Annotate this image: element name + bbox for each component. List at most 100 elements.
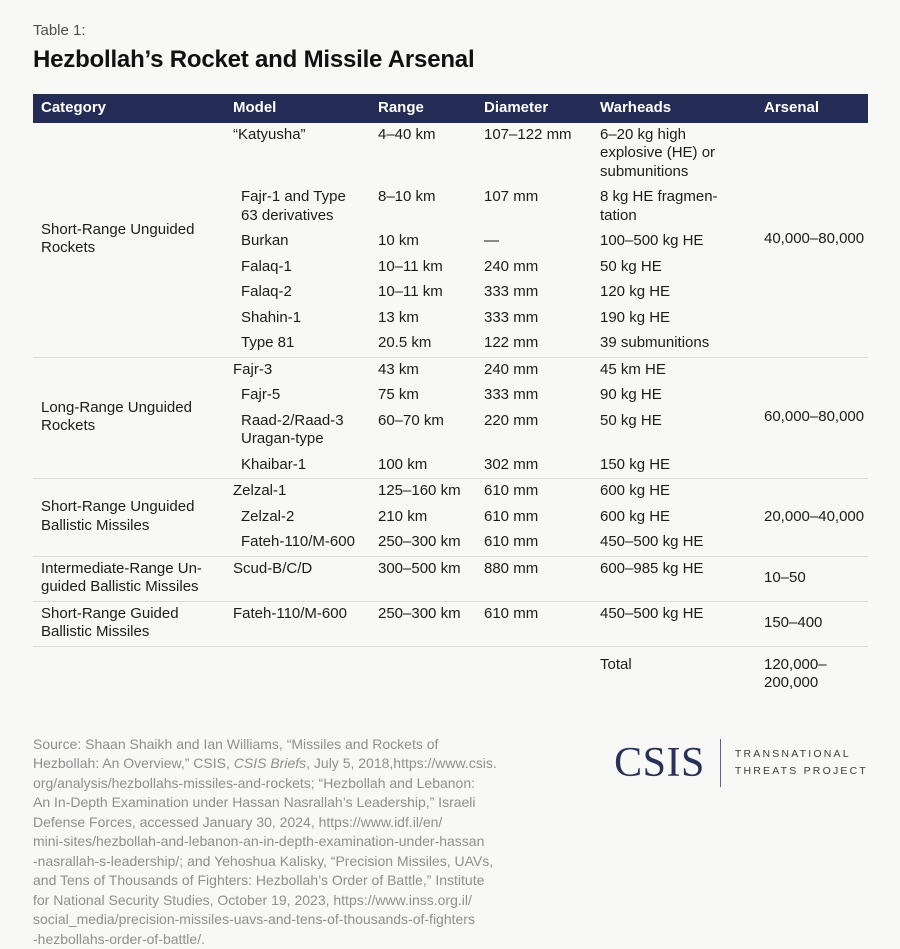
warheads-cell: 39 submunitions	[600, 331, 764, 357]
diameter-cell: 610 mm	[484, 601, 600, 646]
diameter-cell: 333 mm	[484, 383, 600, 409]
column-header-warheads: Warheads	[600, 94, 764, 123]
diameter-cell: 240 mm	[484, 357, 600, 383]
warheads-cell: 600 kg HE	[600, 505, 764, 531]
source-note: Source: Shaan Shaikh and Ian Williams, “…	[33, 735, 553, 949]
diameter-cell: 220 mm	[484, 409, 600, 453]
warheads-cell: 100–500 kg HE	[600, 229, 764, 255]
category-cell: Short-Range Unguided Ballistic Missiles	[33, 479, 233, 557]
model-cell: Fateh-110/M-600	[233, 530, 378, 556]
arsenal-cell: 20,000–40,000	[764, 479, 868, 557]
page-title: Hezbollah’s Rocket and Missile Arsenal	[33, 46, 868, 74]
range-cell: 10 km	[378, 229, 484, 255]
warheads-cell: 90 kg HE	[600, 383, 764, 409]
diameter-cell: 107–122 mm	[484, 123, 600, 186]
column-header-model: Model	[233, 94, 378, 123]
range-cell: 100 km	[378, 453, 484, 479]
model-cell: Falaq-2	[233, 280, 378, 306]
warheads-cell: 600 kg HE	[600, 479, 764, 505]
diameter-cell: —	[484, 229, 600, 255]
model-cell: Falaq-1	[233, 255, 378, 281]
model-cell: Zelzal-2	[233, 505, 378, 531]
category-cell: Short-Range Guided Ballistic Missiles	[33, 601, 233, 646]
source-italic-segment: CSIS Briefs	[234, 755, 306, 771]
model-cell: Type 81	[233, 331, 378, 357]
warheads-cell: 190 kg HE	[600, 306, 764, 332]
arsenal-cell: 150–400	[764, 601, 868, 646]
diameter-cell: 302 mm	[484, 453, 600, 479]
category-cell: Short-Range Unguided Rockets	[33, 123, 233, 358]
diameter-cell: 880 mm	[484, 556, 600, 601]
arsenal-cell: 10–50	[764, 556, 868, 601]
arsenal-table-body: Short-Range Unguided Rockets“Katyusha”4–…	[33, 123, 868, 697]
csis-logo: CSIS TRANSNATIONAL THREATS PROJECT	[614, 739, 868, 787]
diameter-cell: 333 mm	[484, 280, 600, 306]
range-cell: 8–10 km	[378, 185, 484, 229]
range-cell: 13 km	[378, 306, 484, 332]
range-cell: 20.5 km	[378, 331, 484, 357]
table-label: Table 1:	[33, 22, 868, 39]
total-empty-model	[233, 646, 378, 697]
source-segment: , July 5, 2018,https://www.csis. org/ana…	[33, 755, 497, 947]
total-empty-diameter	[484, 646, 600, 697]
model-cell: Burkan	[233, 229, 378, 255]
range-cell: 250–300 km	[378, 601, 484, 646]
range-cell: 10–11 km	[378, 280, 484, 306]
warheads-cell: 600–985 kg HE	[600, 556, 764, 601]
logo-divider	[720, 739, 721, 787]
table-row: Short-Range Unguided Rockets“Katyusha”4–…	[33, 123, 868, 186]
model-cell: Shahin-1	[233, 306, 378, 332]
warheads-cell: 8 kg HE fragmen- tation	[600, 185, 764, 229]
diameter-cell: 610 mm	[484, 479, 600, 505]
column-header-category: Category	[33, 94, 233, 123]
total-arsenal-cell: 120,000– 200,000	[764, 646, 868, 697]
logo-program-line2: THREATS PROJECT	[735, 763, 868, 780]
model-cell: Fajr-1 and Type 63 derivatives	[233, 185, 378, 229]
column-header-arsenal: Arsenal	[764, 94, 868, 123]
range-cell: 210 km	[378, 505, 484, 531]
range-cell: 60–70 km	[378, 409, 484, 453]
category-cell: Long-Range Unguided Rockets	[33, 357, 233, 479]
model-cell: Khaibar-1	[233, 453, 378, 479]
arsenal-cell: 60,000–80,000	[764, 357, 868, 479]
warheads-cell: 150 kg HE	[600, 453, 764, 479]
table-row: Intermediate-Range Un- guided Ballistic …	[33, 556, 868, 601]
arsenal-table: Category Model Range Diameter Warheads A…	[33, 94, 868, 697]
range-cell: 300–500 km	[378, 556, 484, 601]
range-cell: 250–300 km	[378, 530, 484, 556]
model-cell: Fajr-3	[233, 357, 378, 383]
diameter-cell: 610 mm	[484, 530, 600, 556]
warheads-cell: 6–20 kg high explosive (HE) or submuniti…	[600, 123, 764, 186]
arsenal-cell: 40,000–80,000	[764, 123, 868, 358]
model-cell: Fajr-5	[233, 383, 378, 409]
csis-wordmark: CSIS	[614, 742, 705, 784]
total-empty-range	[378, 646, 484, 697]
range-cell: 4–40 km	[378, 123, 484, 186]
model-cell: Fateh-110/M-600	[233, 601, 378, 646]
warheads-cell: 45 km HE	[600, 357, 764, 383]
table-header-row: Category Model Range Diameter Warheads A…	[33, 94, 868, 123]
model-cell: Zelzal-1	[233, 479, 378, 505]
column-header-range: Range	[378, 94, 484, 123]
range-cell: 10–11 km	[378, 255, 484, 281]
warheads-cell: 50 kg HE	[600, 409, 764, 453]
diameter-cell: 333 mm	[484, 306, 600, 332]
warheads-cell: 50 kg HE	[600, 255, 764, 281]
category-cell: Intermediate-Range Un- guided Ballistic …	[33, 556, 233, 601]
diameter-cell: 122 mm	[484, 331, 600, 357]
range-cell: 43 km	[378, 357, 484, 383]
model-cell: “Katyusha”	[233, 123, 378, 186]
diameter-cell: 107 mm	[484, 185, 600, 229]
total-label-cell: Total	[600, 646, 764, 697]
diameter-cell: 610 mm	[484, 505, 600, 531]
model-cell: Raad-2/Raad-3 Uragan-type	[233, 409, 378, 453]
logo-program-line1: TRANSNATIONAL	[735, 746, 868, 763]
diameter-cell: 240 mm	[484, 255, 600, 281]
total-empty-category	[33, 646, 233, 697]
page-footer: Source: Shaan Shaikh and Ian Williams, “…	[33, 735, 868, 949]
